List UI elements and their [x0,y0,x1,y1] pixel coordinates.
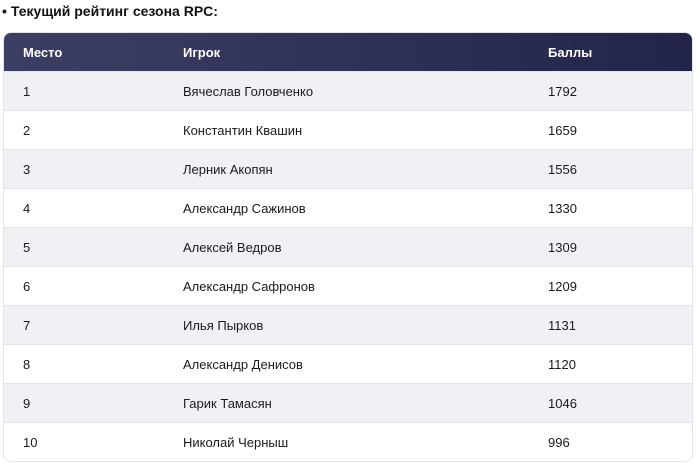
cell-player: Гарик Тамасян [164,383,529,423]
cell-place: 6 [4,266,164,306]
cell-player: Николай Черныш [164,422,529,461]
cell-player: Лерник Акопян [164,149,529,189]
table-row: 3 Лерник Акопян 1556 [4,149,692,189]
column-header-place: Место [23,44,63,60]
cell-player: Илья Пырков [164,305,529,345]
cell-player: Александр Сажинов [164,188,529,228]
section-heading: • Текущий рейтинг сезона RPC: [2,1,218,21]
cell-player: Вячеслав Головченко [164,71,529,111]
cell-points: 1556 [529,149,692,189]
bullet-marker: • [2,3,7,19]
table-header-row: Место Игрок Баллы [4,33,692,72]
cell-points: 1309 [529,227,692,267]
cell-place: 7 [4,305,164,345]
cell-place: 9 [4,383,164,423]
cell-place: 8 [4,344,164,384]
cell-player: Александр Сафронов [164,266,529,306]
cell-points: 996 [529,422,692,461]
cell-place: 5 [4,227,164,267]
column-header-player: Игрок [183,44,221,60]
cell-player: Александр Денисов [164,344,529,384]
table-row: 4 Александр Сажинов 1330 [4,188,692,228]
table-row: 6 Александр Сафронов 1209 [4,266,692,306]
table-row: 8 Александр Денисов 1120 [4,344,692,384]
cell-place: 3 [4,149,164,189]
section-heading-text: Текущий рейтинг сезона RPC: [10,3,218,19]
table-header: Место Игрок Баллы [4,33,692,72]
rating-table-container: Место Игрок Баллы 1 Вячеслав Головченко 17… [3,32,693,462]
cell-place: 4 [4,188,164,228]
cell-points: 1209 [529,266,692,306]
table-row: 7 Илья Пырков 1131 [4,305,692,345]
table-row: 1 Вячеслав Головченко 1792 [4,71,692,111]
rating-table: Место Игрок Баллы 1 Вячеслав Головченко 17… [4,33,692,461]
table-row: 2 Константин Квашин 1659 [4,110,692,150]
cell-place: 1 [4,71,164,111]
table-row: 5 Алексей Ведров 1309 [4,227,692,267]
cell-player: Константин Квашин [164,110,529,150]
table-row: 9 Гарик Тамасян 1046 [4,383,692,423]
table-body: 1 Вячеслав Головченко 1792 2 Константин Кваш… [4,71,692,461]
table-row: 10 Николай Черныш 996 [4,422,692,461]
cell-points: 1659 [529,110,692,150]
cell-player: Алексей Ведров [164,227,529,267]
cell-points: 1131 [529,305,692,345]
cell-place: 2 [4,110,164,150]
column-header-points: Баллы [548,44,593,60]
cell-points: 1792 [529,71,692,111]
cell-points: 1120 [529,344,692,384]
cell-points: 1046 [529,383,692,423]
cell-points: 1330 [529,188,692,228]
cell-place: 10 [4,422,164,461]
